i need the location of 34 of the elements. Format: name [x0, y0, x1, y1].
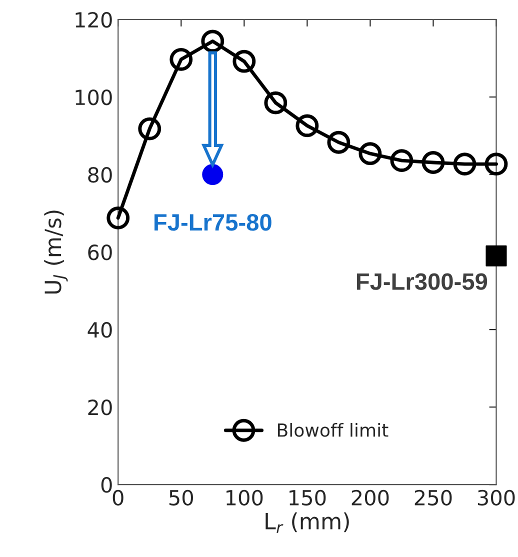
x-tick-label: 50 [169, 490, 193, 506]
y-tick-label: 60 [88, 244, 112, 260]
point [422, 151, 445, 174]
point [138, 117, 162, 140]
y-axis-title: U$_{J}$ (m/s) [44, 210, 68, 294]
point [170, 48, 193, 71]
y-tick-label: 20 [88, 400, 112, 416]
y-tick-label: 40 [88, 322, 112, 338]
point [201, 30, 224, 53]
x-tick-label: 0 [112, 490, 124, 506]
x-tick-label: 200 [352, 490, 389, 506]
x-tick-label: 300 [478, 490, 515, 506]
point [484, 152, 508, 176]
point [202, 164, 224, 186]
x-tick-label: 150 [290, 490, 326, 506]
point [106, 206, 130, 230]
annotation: FJ-Lr75-80 [154, 214, 272, 231]
point [390, 149, 414, 172]
annotation: FJ-Lr300-59 [356, 273, 488, 290]
x-tick-label: 100 [226, 490, 263, 506]
point [327, 130, 350, 154]
point [232, 50, 256, 73]
point [486, 245, 507, 266]
point [296, 114, 319, 138]
y-tick-label: 120 [76, 12, 112, 28]
y-tick-label: 100 [76, 89, 112, 106]
x-tick-label: 250 [414, 490, 452, 506]
y-tick-label: 80 [88, 166, 112, 183]
point [358, 142, 382, 166]
point [264, 91, 288, 114]
legend-label: Blowoff limit [278, 422, 388, 437]
y-tick-label: 0 [101, 477, 112, 493]
x-axis-title: L$_{r}$ (mm) [266, 512, 349, 533]
point [453, 152, 476, 176]
